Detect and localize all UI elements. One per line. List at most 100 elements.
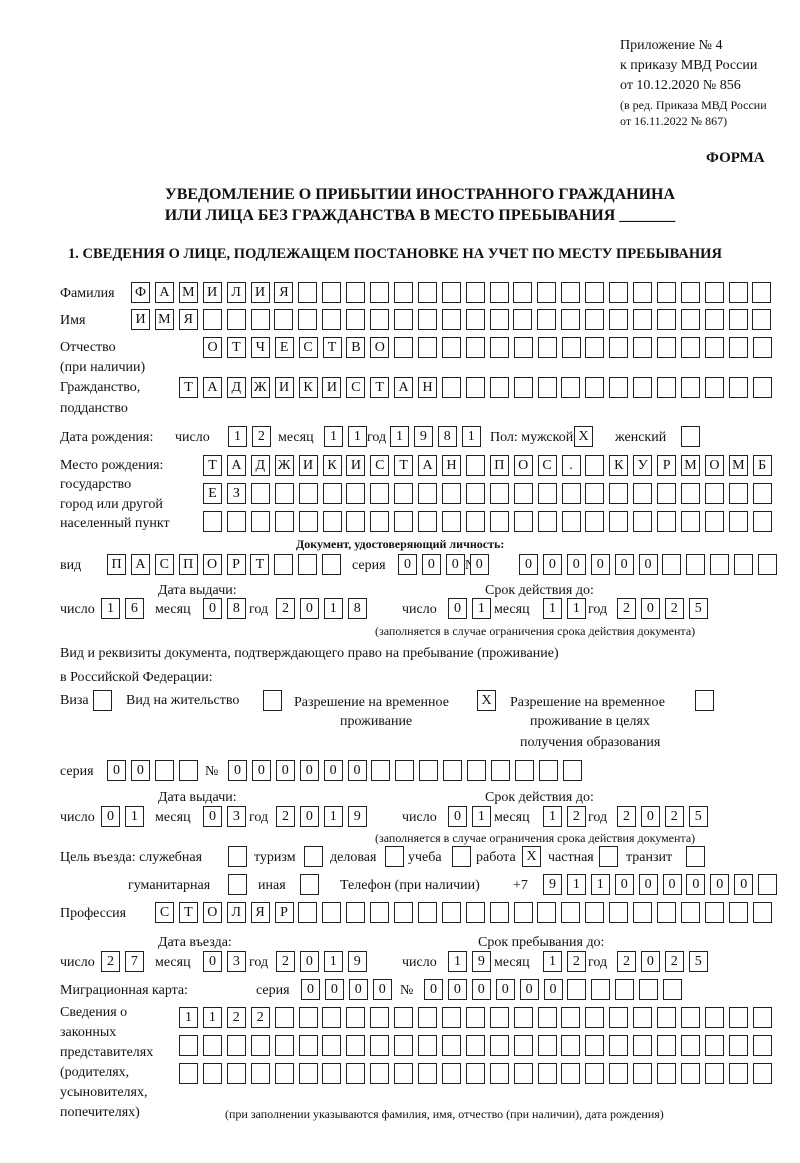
checkbox-doc-temp[interactable]: X — [477, 690, 496, 711]
cell-birthplace-2[interactable] — [298, 483, 318, 504]
cell-profession[interactable] — [465, 902, 485, 923]
cell-birthplace-2[interactable] — [704, 483, 724, 504]
cell-reps-3[interactable] — [657, 1063, 676, 1084]
cell-birthplace-1[interactable]: М — [728, 455, 748, 476]
cell-patronymic[interactable] — [704, 337, 724, 358]
cell-phone[interactable] — [758, 874, 778, 895]
cell-citizenship[interactable] — [752, 377, 772, 398]
cell-name[interactable] — [346, 309, 366, 330]
cell-name[interactable] — [250, 309, 270, 330]
cell-stay-issue-month[interactable]: 0 — [203, 806, 222, 827]
cell-citizenship[interactable]: Д — [226, 377, 246, 398]
cell-citizenship[interactable]: К — [298, 377, 318, 398]
cell-reps-2[interactable] — [752, 1035, 772, 1056]
cell-reps-3[interactable] — [370, 1063, 390, 1084]
cell-name[interactable] — [513, 309, 533, 330]
cell-birthplace-1[interactable]: П — [489, 455, 509, 476]
cell-reps-1[interactable] — [441, 1007, 461, 1028]
cell-name[interactable] — [322, 309, 342, 330]
cell-birthplace-1[interactable]: О — [513, 455, 533, 476]
cell-reps-1[interactable] — [537, 1007, 557, 1028]
cell-name[interactable] — [537, 309, 557, 330]
cell-stay-number[interactable] — [443, 760, 463, 781]
cell-name[interactable] — [585, 309, 605, 330]
cell-stay-valid-month[interactable]: 2 — [566, 806, 586, 827]
cell-profession[interactable] — [585, 902, 605, 923]
cell-birthplace-3[interactable] — [465, 511, 485, 532]
cell-id-valid-month[interactable]: 1 — [566, 598, 586, 619]
checkbox-purpose-humanitarian[interactable] — [228, 874, 247, 895]
cell-entry-year[interactable]: 0 — [299, 951, 319, 972]
cell-reps-3[interactable] — [250, 1063, 270, 1084]
cell-surname[interactable] — [680, 282, 700, 303]
cell-patronymic[interactable] — [489, 337, 509, 358]
cell-birth-year[interactable]: 9 — [413, 426, 433, 447]
cell-reps-2[interactable] — [202, 1035, 222, 1056]
cell-name[interactable] — [704, 309, 724, 330]
cell-patronymic[interactable] — [513, 337, 533, 358]
cell-birthplace-2[interactable] — [657, 483, 677, 504]
cell-surname[interactable] — [489, 282, 509, 303]
cell-id-number[interactable] — [686, 554, 706, 575]
cell-phone[interactable]: 9 — [543, 874, 562, 895]
cell-profession[interactable] — [752, 902, 772, 923]
cell-birthplace-3[interactable] — [250, 511, 270, 532]
cell-stay-number[interactable] — [395, 760, 415, 781]
cell-profession[interactable]: Р — [274, 902, 294, 923]
cell-birthplace-2[interactable] — [274, 483, 294, 504]
cell-surname[interactable] — [728, 282, 748, 303]
cell-birthplace-2[interactable] — [537, 483, 557, 504]
cell-reps-2[interactable] — [226, 1035, 246, 1056]
cell-citizenship[interactable] — [465, 377, 485, 398]
cell-profession[interactable] — [370, 902, 390, 923]
cell-phone[interactable]: 1 — [566, 874, 586, 895]
cell-mc-series[interactable]: 0 — [324, 979, 344, 1000]
cell-stay-number[interactable] — [490, 760, 510, 781]
cell-name[interactable] — [561, 309, 581, 330]
cell-profession[interactable]: О — [202, 902, 222, 923]
cell-birth-year[interactable]: 1 — [390, 426, 409, 447]
cell-stay-valid-year[interactable]: 2 — [664, 806, 684, 827]
cell-birthplace-2[interactable] — [585, 483, 605, 504]
cell-id-number[interactable]: 0 — [542, 554, 562, 575]
cell-reps-3[interactable] — [441, 1063, 461, 1084]
cell-birthplace-3[interactable] — [394, 511, 414, 532]
cell-stay-series[interactable]: 0 — [130, 760, 150, 781]
cell-stay-number[interactable]: 0 — [323, 760, 343, 781]
cell-reps-2[interactable] — [441, 1035, 461, 1056]
cell-birthplace-2[interactable] — [394, 483, 414, 504]
cell-citizenship[interactable] — [585, 377, 605, 398]
cell-birthplace-3[interactable] — [537, 511, 557, 532]
cell-birthplace-3[interactable] — [274, 511, 294, 532]
cell-surname[interactable]: Л — [226, 282, 246, 303]
cell-reps-1[interactable] — [752, 1007, 772, 1028]
cell-citizenship[interactable] — [633, 377, 653, 398]
cell-birthplace-2[interactable] — [561, 483, 581, 504]
cell-birthplace-3[interactable] — [752, 511, 772, 532]
cell-reps-1[interactable] — [561, 1007, 581, 1028]
cell-reps-1[interactable]: 2 — [226, 1007, 246, 1028]
cell-birthplace-2[interactable] — [322, 483, 342, 504]
cell-birth-year[interactable]: 1 — [461, 426, 481, 447]
cell-patronymic[interactable] — [633, 337, 653, 358]
cell-stay-number[interactable]: 0 — [299, 760, 319, 781]
cell-profession[interactable] — [704, 902, 724, 923]
cell-surname[interactable]: Ф — [131, 282, 150, 303]
cell-surname[interactable] — [298, 282, 318, 303]
cell-stay-number[interactable]: 0 — [228, 760, 247, 781]
cell-until-day[interactable]: 9 — [471, 951, 491, 972]
cell-reps-2[interactable] — [346, 1035, 366, 1056]
cell-until-month[interactable]: 1 — [543, 951, 562, 972]
cell-surname[interactable] — [561, 282, 581, 303]
cell-birthplace-3[interactable] — [609, 511, 629, 532]
cell-name[interactable]: Я — [178, 309, 198, 330]
cell-birthplace-2[interactable] — [489, 483, 509, 504]
cell-reps-2[interactable] — [418, 1035, 437, 1056]
cell-birthplace-1[interactable]: Н — [442, 455, 461, 476]
cell-birthplace-3[interactable] — [704, 511, 724, 532]
checkbox-doc-residence[interactable] — [263, 690, 282, 711]
cell-reps-3[interactable] — [346, 1063, 366, 1084]
cell-birthplace-2[interactable] — [633, 483, 653, 504]
cell-id-valid-month[interactable]: 1 — [543, 598, 562, 619]
cell-birthplace-3[interactable] — [346, 511, 366, 532]
